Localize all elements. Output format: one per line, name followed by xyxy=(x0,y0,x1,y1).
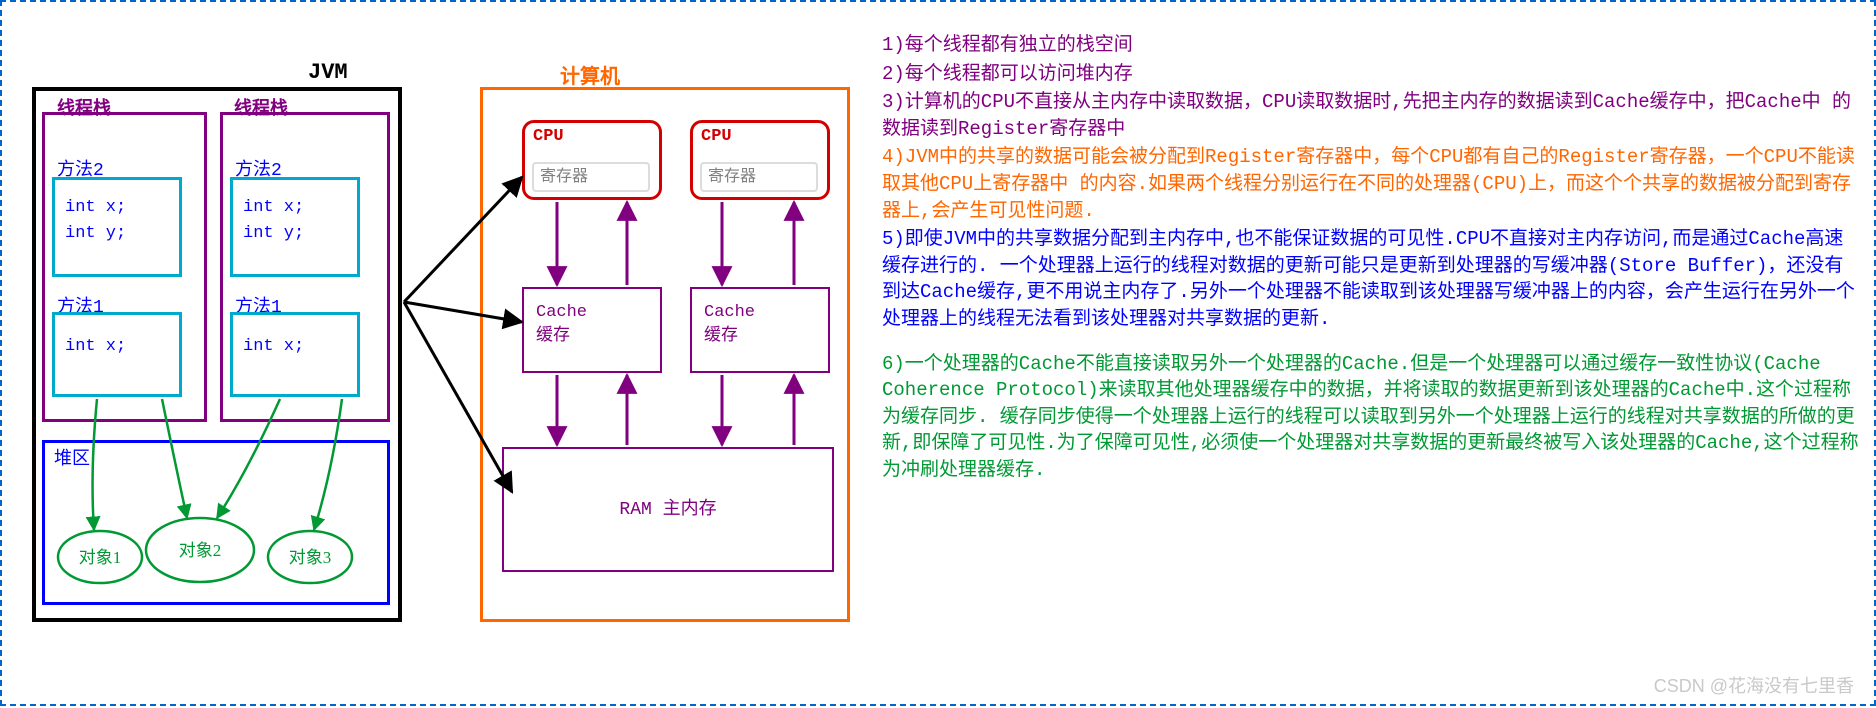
cache-line1: Cache xyxy=(536,303,587,322)
note-5: 5)即使JVM中的共享数据分配到主内存中,也不能保证数据的可见性.CPU不直接对… xyxy=(882,226,1862,332)
computer-title: 计算机 xyxy=(560,60,620,90)
register-box-1: 寄存器 xyxy=(532,162,650,192)
code-line: int x; xyxy=(243,198,304,217)
cache-line2: 缓存 xyxy=(536,327,570,346)
ram-label: RAM 主内存 xyxy=(504,449,832,520)
cache-box-1: Cache 缓存 xyxy=(522,287,662,373)
heap-box xyxy=(42,440,390,605)
register-box-2: 寄存器 xyxy=(700,162,818,192)
diagram-root: JVM 线程栈 线程栈 方法2 方法2 方法1 方法1 int x; int y… xyxy=(0,0,1876,706)
note-spacer xyxy=(882,335,1862,349)
method2-box-2: int x; int y; xyxy=(230,177,360,277)
code-line: int y; xyxy=(65,224,126,243)
cpu-label: CPU xyxy=(525,123,659,150)
note-2: 2)每个线程都可以访问堆内存 xyxy=(882,61,1862,88)
method1-box-1: int x; xyxy=(52,312,182,397)
note-6: 6)一个处理器的Cache不能直接读取另外一个处理器的Cache.但是一个处理器… xyxy=(882,351,1862,484)
cache-box-2: Cache 缓存 xyxy=(690,287,830,373)
ram-box: RAM 主内存 xyxy=(502,447,834,572)
note-4: 4)JVM中的共享的数据可能会被分配到Register寄存器中，每个CPU都有自… xyxy=(882,144,1862,224)
code-line: int x; xyxy=(65,337,126,356)
cache-line2: 缓存 xyxy=(704,327,738,346)
method2-box-1: int x; int y; xyxy=(52,177,182,277)
code-line: int x; xyxy=(65,198,126,217)
note-1: 1)每个线程都有独立的栈空间 xyxy=(882,32,1862,59)
code-line: int y; xyxy=(243,224,304,243)
note-3: 3)计算机的CPU不直接从主内存中读取数据，CPU读取数据时,先把主内存的数据读… xyxy=(882,89,1862,142)
code-line: int x; xyxy=(243,337,304,356)
cpu-label: CPU xyxy=(693,123,827,150)
watermark: CSDN @花海没有七里香 xyxy=(1654,672,1854,698)
cache-line1: Cache xyxy=(704,303,755,322)
notes-column: 1)每个线程都有独立的栈空间 2)每个线程都可以访问堆内存 3)计算机的CPU不… xyxy=(882,32,1862,486)
jvm-title: JVM xyxy=(308,60,348,85)
method1-box-2: int x; xyxy=(230,312,360,397)
